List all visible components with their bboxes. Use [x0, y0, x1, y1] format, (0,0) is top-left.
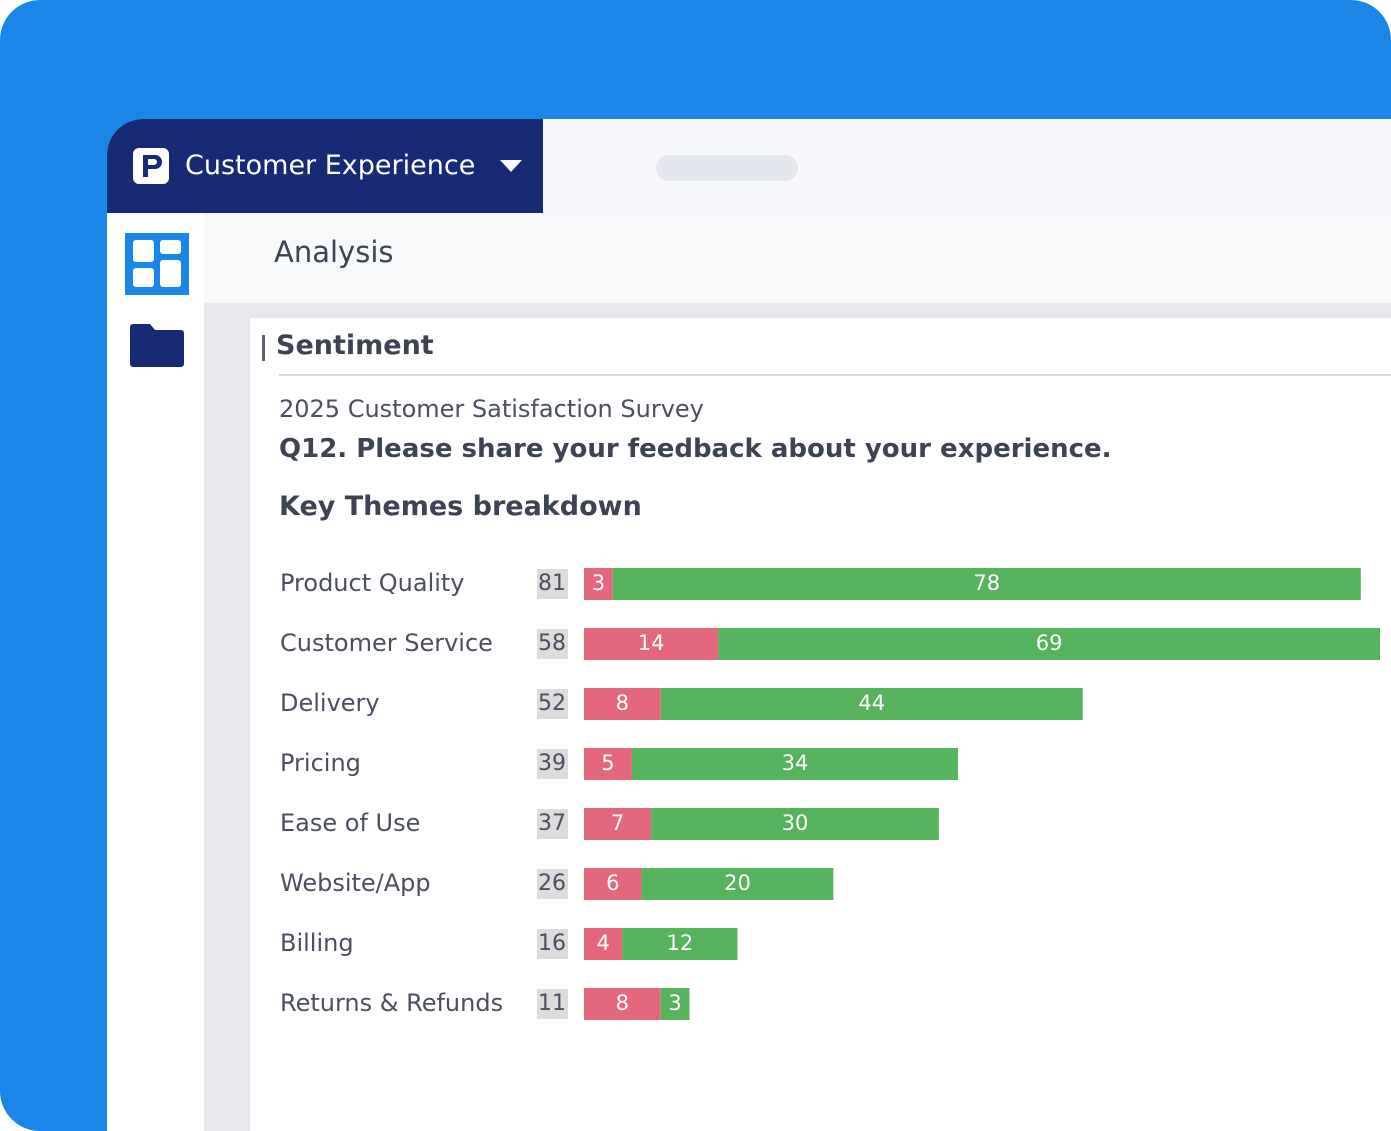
category-label: Product Quality [280, 569, 465, 597]
dropdown-arrow[interactable] [500, 160, 522, 174]
segment-label: 8 [616, 691, 629, 715]
category-label: Customer Service [280, 629, 493, 657]
total-box [537, 749, 568, 779]
segment-label: 20 [724, 871, 751, 895]
category-label: Ease of Use [280, 809, 420, 837]
category-label: Website/App [280, 869, 431, 897]
total-label: 58 [538, 631, 566, 656]
panel-title: Sentiment [276, 330, 434, 361]
total-label: 26 [538, 871, 566, 896]
page-header [204, 213, 1391, 303]
divider [279, 374, 1391, 376]
category-label: Billing [280, 929, 354, 957]
segment-label: 8 [616, 991, 629, 1015]
bar-segment [584, 628, 719, 660]
folder-icon[interactable] [130, 324, 184, 367]
segment-label: 5 [601, 751, 614, 775]
bar-segment [631, 748, 959, 780]
total-box [537, 929, 568, 959]
total-label: 16 [538, 931, 566, 956]
sidebar [107, 213, 204, 1131]
total-box [537, 989, 568, 1019]
bar-segment [718, 628, 1380, 660]
segment-label: 7 [611, 811, 624, 835]
category-label: Pricing [280, 749, 361, 777]
question: Q12. Please share your feedback about yo… [279, 434, 1112, 464]
total-label: 39 [538, 751, 566, 776]
segment-label: 3 [668, 991, 681, 1015]
section-marker [262, 335, 265, 361]
category-label: Returns & Refunds [280, 989, 503, 1017]
segment-label: 30 [782, 811, 809, 835]
total-label: 81 [538, 571, 566, 596]
bar-segment [584, 868, 642, 900]
segment-label: 12 [667, 931, 694, 955]
panel [250, 318, 1391, 1131]
bar-segment [612, 568, 1361, 600]
total-label: 52 [538, 691, 566, 716]
bar-segment [584, 808, 652, 840]
dashboard-icon[interactable] [125, 233, 189, 295]
bar-segment [584, 928, 623, 960]
total-box [537, 809, 568, 839]
workspace-selector[interactable]: Customer Experience [107, 119, 543, 213]
survey-name: 2025 Customer Satisfaction Survey [279, 395, 704, 423]
page-title: Analysis [274, 235, 394, 269]
bar-segment [584, 748, 632, 780]
total-box [537, 569, 568, 599]
logo-glyph [143, 155, 162, 177]
total-box [537, 629, 568, 659]
logo [133, 148, 169, 184]
total-label: 37 [538, 811, 566, 836]
segment-label: 78 [973, 571, 1000, 595]
search-placeholder[interactable] [656, 155, 798, 181]
bar-segment [660, 988, 690, 1020]
segment-label: 34 [782, 751, 809, 775]
segment-label: 4 [596, 931, 609, 955]
side-strip [204, 213, 250, 1131]
segment-label: 44 [858, 691, 885, 715]
bar-segment [651, 808, 939, 840]
bar-segment [584, 568, 613, 600]
segment-label: 3 [592, 571, 605, 595]
total-label: 11 [538, 991, 566, 1016]
bar-segment [660, 688, 1083, 720]
bar-segment [641, 868, 834, 900]
workspace-name: Customer Experience [185, 150, 476, 181]
app-window: Customer Experience Analysis Sentiment 2… [107, 119, 1391, 1131]
total-box [537, 869, 568, 899]
segment-label: 69 [1036, 631, 1063, 655]
segment-label: 6 [606, 871, 619, 895]
separator [204, 303, 1391, 318]
total-box [537, 689, 568, 719]
category-label: Delivery [280, 689, 380, 717]
bar-segment [622, 928, 738, 960]
chart-title: Key Themes breakdown [279, 491, 642, 522]
bar-segment [584, 988, 661, 1020]
segment-label: 14 [638, 631, 665, 655]
bar-segment [584, 688, 661, 720]
